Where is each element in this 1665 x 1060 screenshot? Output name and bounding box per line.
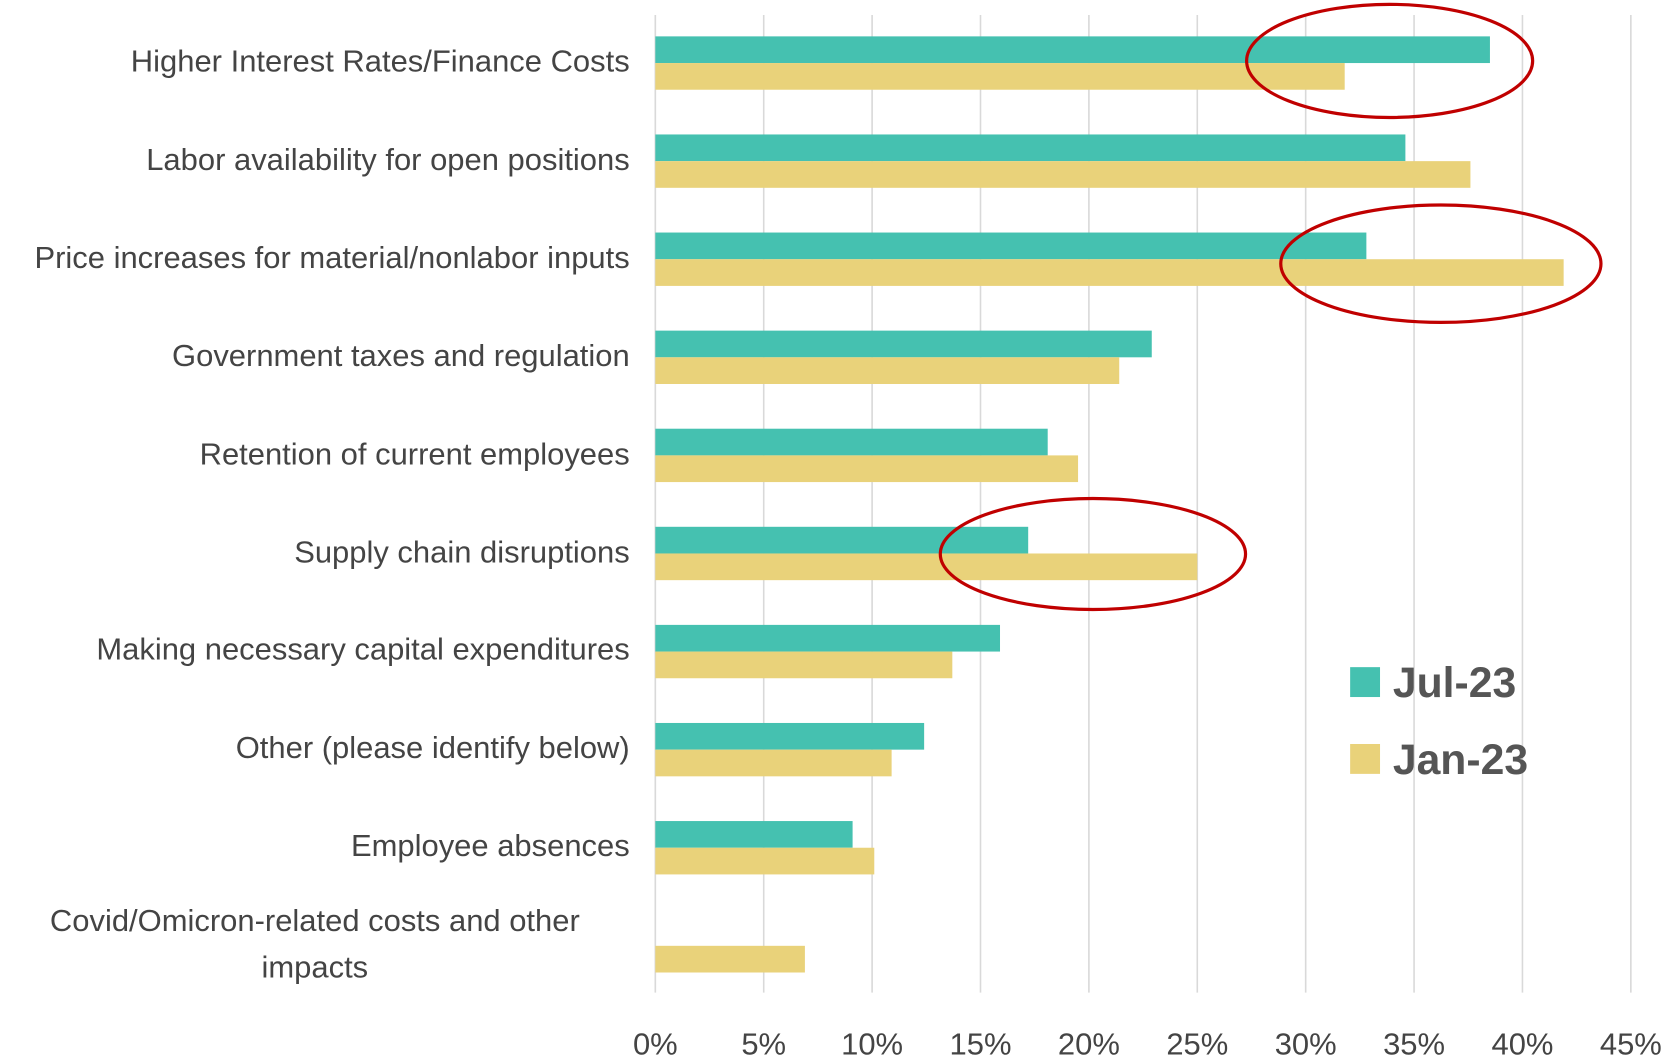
bar xyxy=(655,651,953,679)
category-label-wrap: Supply chain disruptions xyxy=(0,503,630,601)
category-label-wrap: Other (please identify below) xyxy=(0,699,630,797)
y-tick-label: Other (please identify below) xyxy=(235,731,630,766)
bar xyxy=(655,455,1079,483)
category-label-wrap: Covid/Omicron-related costs and other im… xyxy=(0,896,630,994)
x-tick-label: 25% xyxy=(1166,1027,1228,1060)
bar xyxy=(655,161,1471,188)
bar xyxy=(655,821,853,848)
highlight-ellipse xyxy=(938,496,1248,612)
category-label-wrap: Labor availability for open positions xyxy=(0,111,630,209)
bar xyxy=(655,330,1152,358)
bar xyxy=(655,134,1406,162)
category-label-box: Government taxes and regulation xyxy=(0,307,630,405)
x-tick-label: 20% xyxy=(1058,1027,1120,1060)
x-tick-label: 10% xyxy=(841,1027,903,1060)
x-tick-label: 5% xyxy=(741,1027,786,1060)
category-label-box: Labor availability for open positions xyxy=(0,111,630,209)
legend-label: Jul-23 xyxy=(1393,659,1516,707)
y-tick-label: Higher Interest Rates/Finance Costs xyxy=(130,44,630,80)
category-label-box: Retention of current employees xyxy=(0,405,630,503)
bar xyxy=(655,553,1198,581)
category-label-box: Employee absences xyxy=(0,798,630,896)
bar xyxy=(655,428,1048,456)
y-tick-label: Price increases for material/nonlabor in… xyxy=(34,241,630,276)
category-label-box: Covid/Omicron-related costs and other im… xyxy=(0,896,630,994)
x-tick-label: 45% xyxy=(1600,1027,1662,1060)
bar xyxy=(655,232,1367,260)
x-tick-label: 0% xyxy=(633,1027,678,1060)
y-tick-label: Government taxes and regulation xyxy=(172,339,630,374)
category-label-wrap: Employee absences xyxy=(0,798,630,896)
category-label-box: Supply chain disruptions xyxy=(0,503,630,601)
category-label-wrap: Retention of current employees xyxy=(0,405,630,503)
bar xyxy=(655,526,1029,554)
y-tick-label: Supply chain disruptions xyxy=(294,535,630,570)
y-tick-label: Covid/Omicron-related costs and other im… xyxy=(49,904,580,986)
category-label-wrap: Price increases for material/nonlabor in… xyxy=(0,209,630,307)
y-tick-label: Labor availability for open positions xyxy=(146,142,630,178)
highlight-ellipse xyxy=(1245,2,1535,120)
y-tick-label: Retention of current employees xyxy=(199,437,630,472)
bar xyxy=(655,624,1001,652)
bar xyxy=(655,749,892,777)
bar xyxy=(655,945,805,973)
bar xyxy=(655,63,1345,90)
category-label-box: Other (please identify below) xyxy=(0,699,630,797)
y-tick-label: Employee absences xyxy=(350,829,630,864)
x-tick-label: 40% xyxy=(1491,1027,1553,1060)
legend-swatch xyxy=(1350,743,1381,774)
legend-label: Jan-23 xyxy=(1393,736,1528,784)
category-label-wrap: Making necessary capital expenditures xyxy=(0,601,630,699)
category-label-wrap: Higher Interest Rates/Finance Costs xyxy=(0,13,630,111)
bar xyxy=(655,722,925,750)
bar xyxy=(655,36,1490,64)
x-tick-label: 35% xyxy=(1383,1027,1445,1060)
x-tick-label: 30% xyxy=(1275,1027,1337,1060)
highlight-ellipse xyxy=(1279,203,1603,325)
legend-swatch xyxy=(1350,667,1381,698)
x-tick-label: 15% xyxy=(950,1027,1012,1060)
category-label-box: Making necessary capital expenditures xyxy=(0,601,630,699)
y-tick-label: Making necessary capital expenditures xyxy=(96,633,630,668)
bar xyxy=(655,847,875,875)
bar xyxy=(655,259,1564,286)
bar xyxy=(655,357,1120,384)
category-label-box: Higher Interest Rates/Finance Costs xyxy=(0,13,630,111)
category-label-wrap: Government taxes and regulation xyxy=(0,307,630,405)
category-label-box: Price increases for material/nonlabor in… xyxy=(0,209,630,307)
